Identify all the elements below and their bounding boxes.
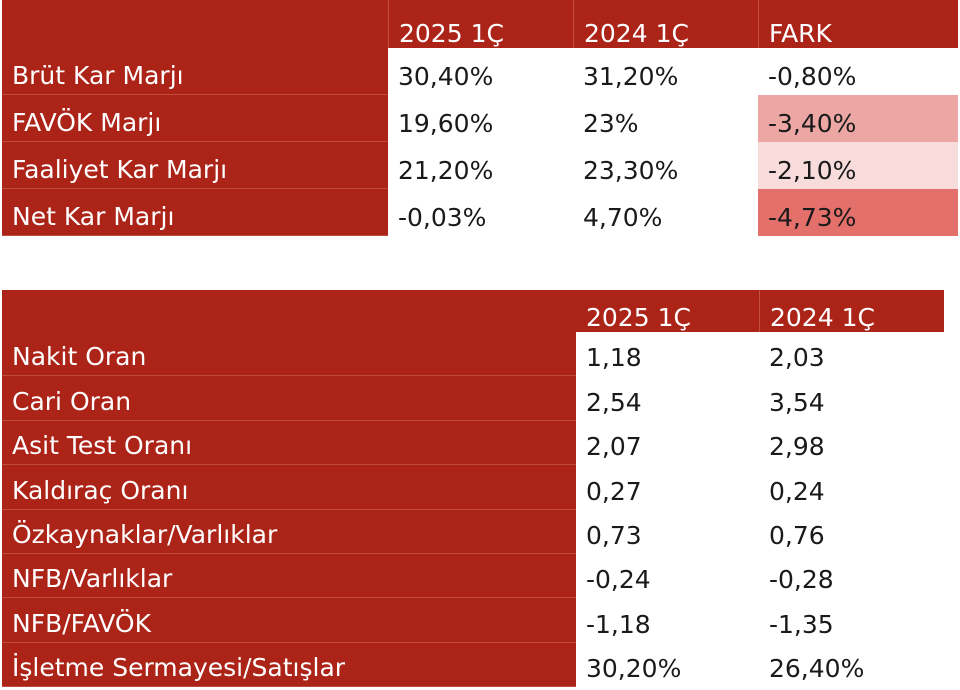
table-row: Nakit Oran 1,18 2,03	[2, 332, 944, 377]
header-diff: FARK	[758, 0, 958, 48]
value-2024: 4,70%	[583, 203, 663, 232]
row-label: Kaldıraç Oranı	[2, 465, 576, 510]
table-row: Net Kar Marjı -0,03% 4,70% -4,73%	[2, 189, 958, 236]
ratio-table: 2025 1Ç 2024 1Ç Nakit Oran 1,18 2,03 Car…	[2, 290, 944, 688]
value-2024: 0,76	[769, 520, 825, 550]
value-2025: 0,27	[586, 476, 642, 506]
row-label: Asit Test Oranı	[2, 420, 576, 466]
table-row: FAVÖK Marjı 19,60% 23% -3,40%	[2, 95, 958, 142]
table-row: Brüt Kar Marjı 30,40% 31,20% -0,80%	[2, 48, 958, 95]
header-2024: 2024 1Ç	[759, 290, 944, 332]
row-label: Cari Oran	[2, 376, 576, 421]
value-2025: 30,40%	[398, 62, 494, 91]
header-2024: 2024 1Ç	[573, 0, 758, 48]
table-row: Asit Test Oranı 2,07 2,98	[2, 420, 944, 466]
table-row: Özkaynaklar/Varlıklar 0,73 0,76	[2, 509, 944, 554]
table-row: Faaliyet Kar Marjı 21,20% 23,30% -2,10%	[2, 142, 958, 189]
table-row: NFB/FAVÖK -1,18 -1,35	[2, 598, 944, 643]
value-2024: 23%	[583, 109, 639, 138]
value-diff: -2,10%	[758, 142, 958, 189]
value-2024: 2,03	[769, 343, 825, 373]
row-label: Brüt Kar Marjı	[2, 48, 388, 95]
value-2024: -0,28	[769, 565, 834, 595]
value-2024: 26,40%	[769, 654, 865, 684]
value-2024: -1,35	[769, 609, 834, 639]
header-2025: 2025 1Ç	[388, 0, 573, 48]
row-label: FAVÖK Marjı	[2, 95, 388, 142]
value-diff: -0,80%	[758, 48, 958, 95]
table-row: İşletme Sermayesi/Satışlar 30,20% 26,40%	[2, 642, 944, 688]
header-blank	[2, 0, 388, 48]
value-2025: 19,60%	[398, 109, 494, 138]
header-blank	[2, 290, 576, 332]
row-label: NFB/Varlıklar	[2, 553, 576, 599]
margin-table: 2025 1Ç 2024 1Ç FARK Brüt Kar Marjı 30,4…	[2, 0, 958, 236]
value-2024: 2,98	[769, 432, 825, 462]
value-2024: 23,30%	[583, 156, 679, 185]
table-row: Cari Oran 2,54 3,54	[2, 376, 944, 421]
value-2025: 30,20%	[586, 654, 682, 684]
value-2024: 3,54	[769, 387, 825, 417]
row-label: Net Kar Marjı	[2, 189, 388, 236]
value-2025: 1,18	[586, 343, 642, 373]
value-2025: 2,07	[586, 432, 642, 462]
value-2024: 0,24	[769, 476, 825, 506]
ratio-table-header: 2025 1Ç 2024 1Ç	[2, 290, 944, 332]
row-label: NFB/FAVÖK	[2, 598, 576, 643]
value-2025: 21,20%	[398, 156, 494, 185]
value-2025: -0,24	[586, 565, 651, 595]
row-label: İşletme Sermayesi/Satışlar	[2, 642, 576, 688]
value-2025: 0,73	[586, 520, 642, 550]
value-2025: -1,18	[586, 609, 651, 639]
value-2024: 31,20%	[583, 62, 679, 91]
row-label: Nakit Oran	[2, 332, 576, 377]
row-label: Özkaynaklar/Varlıklar	[2, 509, 576, 554]
value-diff: -4,73%	[758, 189, 958, 236]
value-2025: 2,54	[586, 387, 642, 417]
margin-table-header: 2025 1Ç 2024 1Ç FARK	[2, 0, 958, 48]
value-2025: -0,03%	[398, 203, 487, 232]
value-diff: -3,40%	[758, 95, 958, 142]
table-row: Kaldıraç Oranı 0,27 0,24	[2, 465, 944, 510]
header-2025: 2025 1Ç	[576, 290, 759, 332]
row-label: Faaliyet Kar Marjı	[2, 142, 388, 189]
table-row: NFB/Varlıklar -0,24 -0,28	[2, 553, 944, 599]
